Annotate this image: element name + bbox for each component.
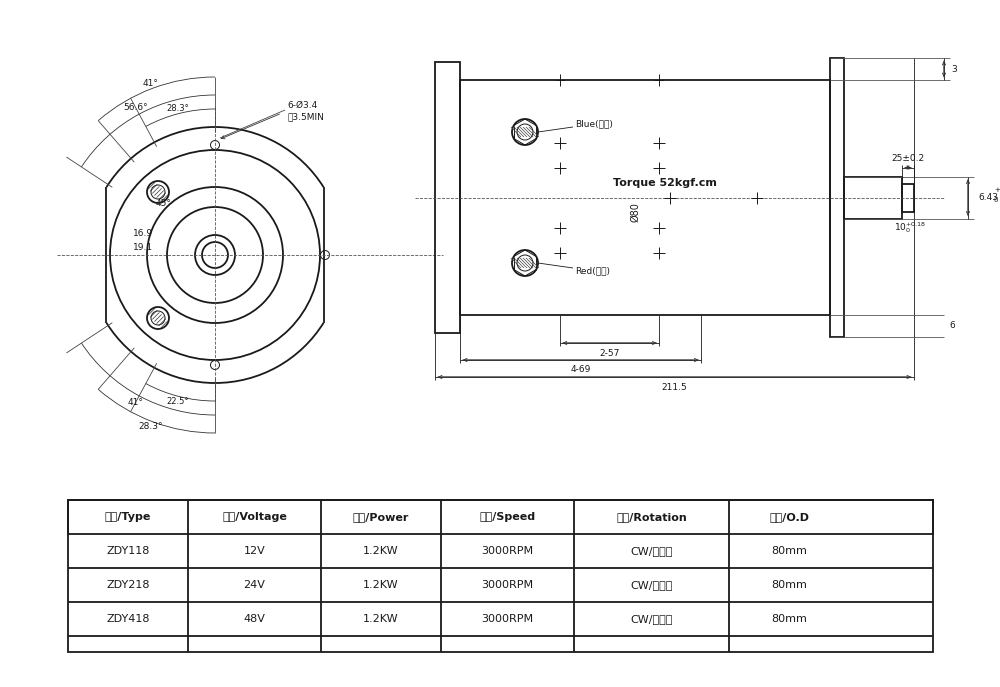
Text: 3: 3 [951,65,957,74]
Text: 6: 6 [949,322,955,330]
Bar [902,183,914,212]
Text: CW/顺时针: CW/顺时针 [630,614,673,624]
Text: 1.2KW: 1.2KW [363,580,399,590]
Bar [68,500,933,652]
Text: 4-69: 4-69 [571,365,591,374]
Text: ZDY218: ZDY218 [106,580,150,590]
Text: 25±0.2: 25±0.2 [891,154,925,163]
Text: 19.1: 19.1 [133,243,153,251]
Text: 转速/Speed: 转速/Speed [479,512,536,522]
Text: Red(红色): Red(红色) [575,267,610,275]
Text: 28.3°: 28.3° [167,104,189,113]
Bar [435,62,460,333]
Text: 深3.5MIN: 深3.5MIN [287,113,324,122]
Text: 24V: 24V [244,580,265,590]
Text: 1.2KW: 1.2KW [363,546,399,556]
Text: 45°: 45° [155,199,171,207]
Text: CW/顺时针: CW/顺时针 [630,580,673,590]
Text: 80mm: 80mm [771,580,807,590]
Bar [68,500,933,534]
Bar [844,177,902,218]
Text: 80mm: 80mm [771,614,807,624]
Text: 3000RPM: 3000RPM [481,614,534,624]
Text: 80mm: 80mm [771,546,807,556]
Text: ZDY418: ZDY418 [106,614,150,624]
Text: 22.5°: 22.5° [167,397,189,406]
Text: 型号/Type: 型号/Type [105,512,151,522]
Text: Blue(蓝色): Blue(蓝色) [575,120,613,128]
Text: 6.43: 6.43 [978,193,998,202]
Text: 外径/O.D: 外径/O.D [769,512,809,522]
Text: 转向/Rotation: 转向/Rotation [616,512,687,522]
Bar [830,58,844,337]
Text: 41°: 41° [143,79,159,88]
Text: $10^{+0.18}_{0}$: $10^{+0.18}_{0}$ [894,220,926,235]
Text: 211.5: 211.5 [662,383,687,392]
Text: CW/顺时针: CW/顺时针 [630,546,673,556]
Text: 12V: 12V [244,546,265,556]
Text: 3000RPM: 3000RPM [481,546,534,556]
Text: Torque 52kgf.cm: Torque 52kgf.cm [613,177,717,188]
Text: 48V: 48V [244,614,265,624]
Bar [460,80,830,315]
Text: 28.3°: 28.3° [139,422,163,431]
Text: 6-Ø3.4: 6-Ø3.4 [287,100,317,109]
Text: 电压/Voltage: 电压/Voltage [222,512,287,522]
Text: 0: 0 [994,197,998,203]
Text: 41°: 41° [127,398,143,407]
Text: 16.9: 16.9 [133,229,153,238]
Text: Ø80: Ø80 [630,203,640,223]
Text: 2-57: 2-57 [599,348,620,357]
Text: 功率/Power: 功率/Power [353,512,409,522]
Text: 3000RPM: 3000RPM [481,580,534,590]
Text: +0.1: +0.1 [994,188,1000,194]
Text: 56.6°: 56.6° [123,102,148,111]
Text: ZDY118: ZDY118 [106,546,150,556]
Text: 1.2KW: 1.2KW [363,614,399,624]
